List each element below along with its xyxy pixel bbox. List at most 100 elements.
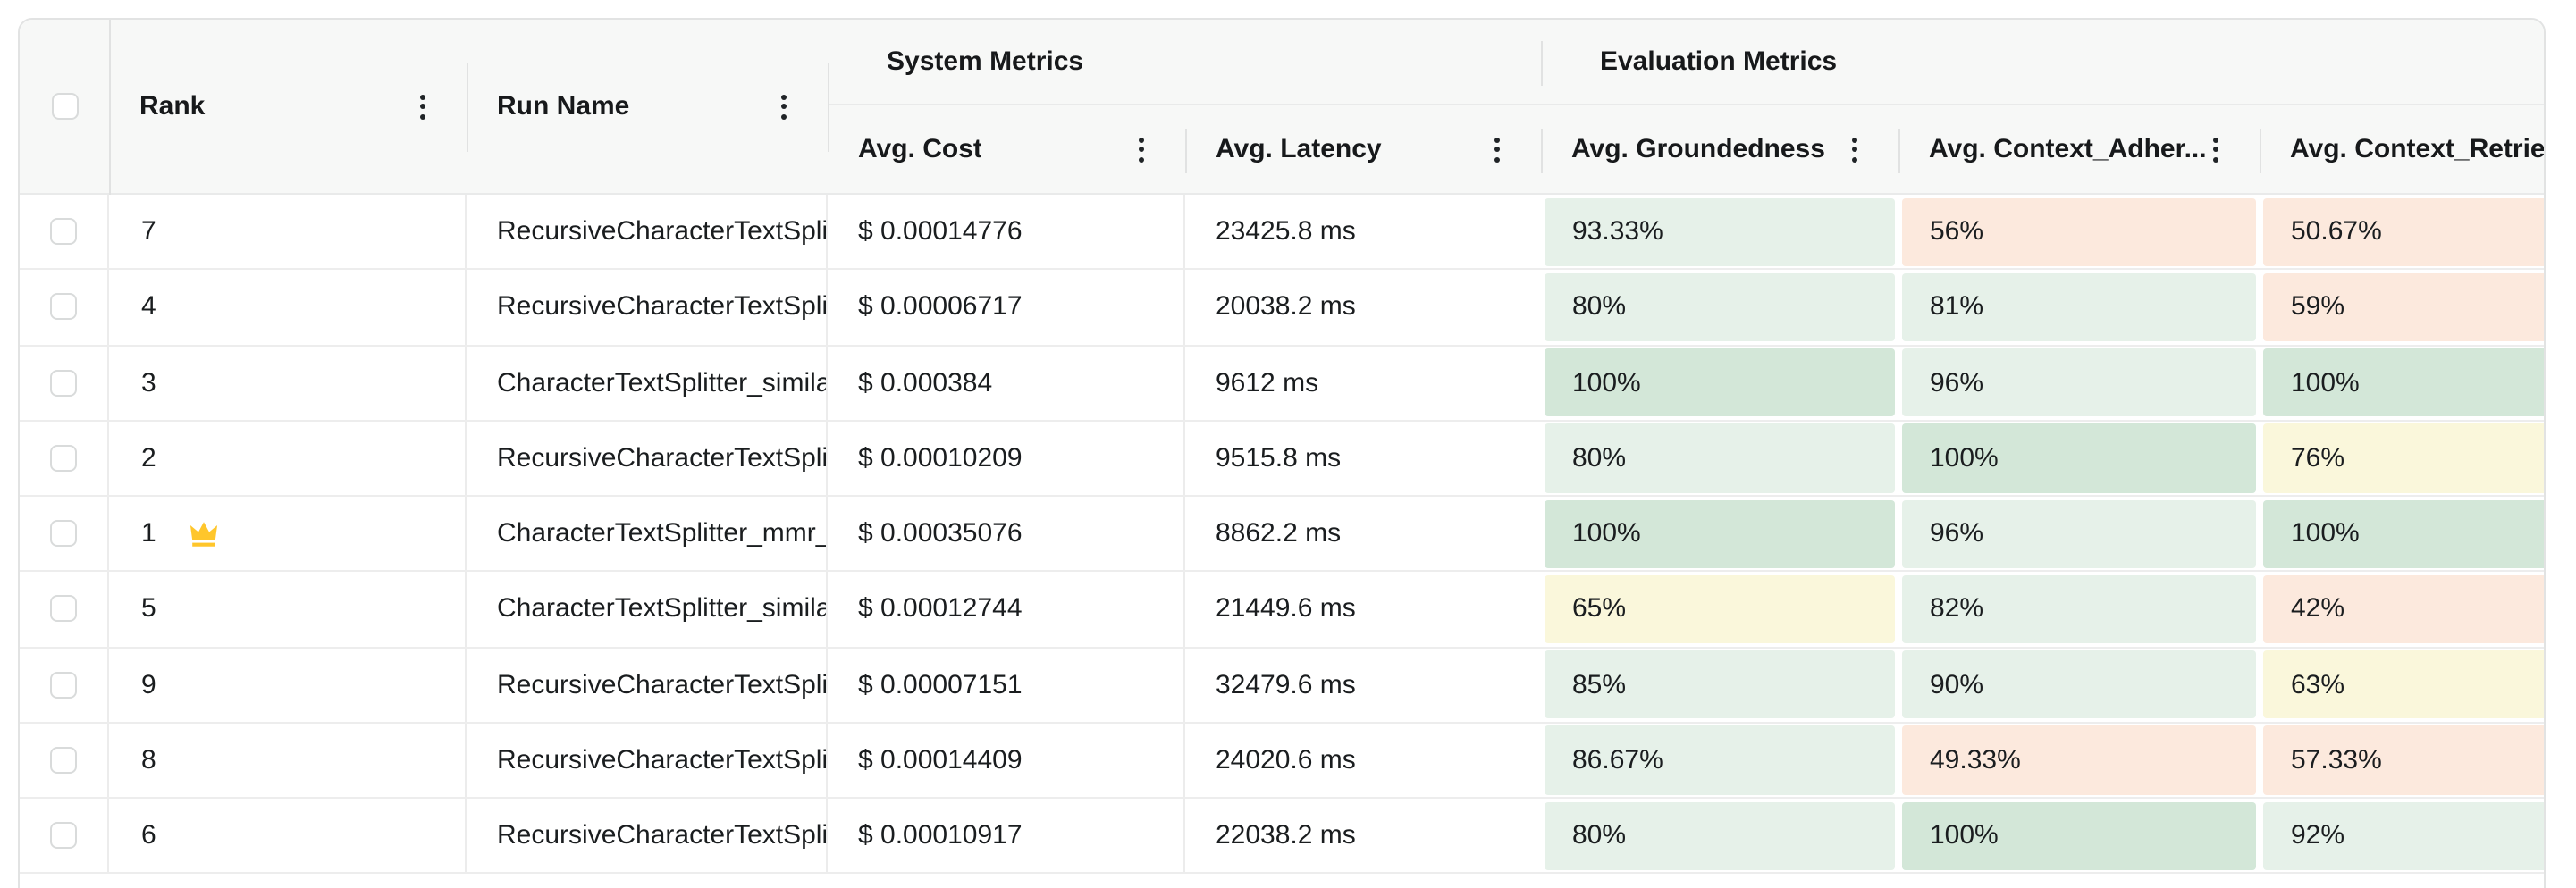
- header-separator: [109, 20, 111, 195]
- header-separator: [2260, 129, 2261, 173]
- table-row[interactable]: 8 RecursiveCharacterTextSplitter_si $ 0.…: [20, 723, 2544, 799]
- select-all-checkbox[interactable]: [51, 93, 78, 120]
- row-checkbox[interactable]: [50, 595, 77, 623]
- avg-cost-cell: $ 0.00007151: [828, 648, 1185, 722]
- context-adherence-value: 90%: [1902, 650, 2256, 719]
- table-row[interactable]: 6 RecursiveCharacterTextSplitter_si $ 0.…: [20, 799, 2544, 875]
- avg-context-adherence-column-menu-icon[interactable]: [2210, 133, 2222, 165]
- groundedness-cell: 80%: [1541, 422, 1898, 496]
- avg-latency-cell: 23425.8 ms: [1185, 195, 1541, 269]
- context-retrieval-value: 100%: [2263, 499, 2544, 568]
- run-name-value: CharacterTextSplitter_similarity_s: [497, 367, 826, 398]
- avg-groundedness-column-menu-icon[interactable]: [1848, 133, 1861, 165]
- run-name-value: RecursiveCharacterTextSplitter_m: [497, 291, 826, 323]
- row-checkbox[interactable]: [50, 444, 77, 472]
- avg-cost-value: $ 0.00010209: [858, 442, 1023, 473]
- metric-subheader-row: Avg. Cost Avg. Latency Avg. Groundedness…: [828, 105, 2544, 193]
- rank-value: 8: [141, 744, 156, 775]
- avg-groundedness-column-header: Avg. Groundedness: [1541, 105, 1898, 193]
- context-adherence-cell: 56%: [1898, 195, 2260, 269]
- run-name-cell: CharacterTextSplitter_similarity_m: [467, 572, 828, 646]
- avg-latency-cell: 21449.6 ms: [1185, 573, 1541, 647]
- table-body: 7 RecursiveCharacterTextSplitter_m $ 0.0…: [20, 195, 2544, 888]
- run-name-cell: RecursiveCharacterTextSplitter_si: [467, 799, 828, 873]
- avg-latency-value: 23425.8 ms: [1216, 216, 1356, 247]
- row-checkbox[interactable]: [50, 671, 77, 699]
- run-name-value: CharacterTextSplitter_mmr_map_: [497, 518, 826, 549]
- run-name-cell: RecursiveCharacterTextSplitter_si: [467, 723, 828, 797]
- row-checkbox[interactable]: [50, 293, 77, 321]
- table-row[interactable]: 1 CharacterTextSplitter_mmr_map_ $ 0.000…: [20, 497, 2544, 573]
- avg-latency-cell: 22038.2 ms: [1185, 799, 1541, 873]
- runs-leaderboard-table: Rank Run Name System Metrics Evaluation …: [18, 18, 2546, 888]
- partial-next-row: [20, 874, 2544, 888]
- rank-cell: 8: [109, 723, 467, 797]
- evaluation-metrics-label: Evaluation Metrics: [1600, 46, 1838, 77]
- avg-latency-value: 9515.8 ms: [1216, 442, 1342, 473]
- metric-group-row: System Metrics Evaluation Metrics: [828, 20, 2544, 105]
- table-row[interactable]: 2 RecursiveCharacterTextSplitter_m $ 0.0…: [20, 421, 2544, 497]
- avg-latency-cell: 32479.6 ms: [1185, 648, 1541, 722]
- avg-cost-column-menu-icon[interactable]: [1135, 133, 1148, 165]
- table-row[interactable]: 5 CharacterTextSplitter_similarity_m $ 0…: [20, 572, 2544, 648]
- context-adherence-cell: 49.33%: [1898, 724, 2260, 798]
- row-checkbox[interactable]: [50, 218, 77, 246]
- header-separator: [467, 63, 468, 152]
- context-retrieval-value: 50.67%: [2263, 197, 2544, 266]
- avg-latency-cell: 9515.8 ms: [1185, 422, 1541, 496]
- run-name-value: RecursiveCharacterTextSplitter_m: [497, 442, 826, 473]
- avg-latency-column-label: Avg. Latency: [1216, 134, 1382, 164]
- rank-column-menu-icon[interactable]: [417, 90, 429, 122]
- crown-icon: [190, 521, 218, 546]
- avg-cost-value: $ 0.00014409: [858, 744, 1023, 775]
- context-retrieval-cell: 63%: [2260, 648, 2544, 722]
- avg-cost-cell: $ 0.000384: [828, 346, 1185, 420]
- groundedness-value: 80%: [1545, 801, 1895, 870]
- groundedness-cell: 100%: [1541, 346, 1898, 420]
- avg-latency-value: 8862.2 ms: [1216, 518, 1342, 549]
- checkbox-cell: [20, 195, 109, 269]
- groundedness-value: 100%: [1545, 348, 1895, 417]
- header-separator: [1541, 41, 1543, 86]
- metrics-header-area: System Metrics Evaluation Metrics Avg. C…: [828, 20, 2544, 193]
- rank-cell: 7: [109, 195, 467, 269]
- run-name-cell: RecursiveCharacterTextSplitter_si: [467, 648, 828, 722]
- avg-latency-value: 22038.2 ms: [1216, 820, 1356, 851]
- avg-cost-column-header: Avg. Cost: [828, 105, 1185, 193]
- row-checkbox[interactable]: [50, 369, 77, 397]
- rank-value: 5: [141, 593, 156, 624]
- context-retrieval-cell: 76%: [2260, 422, 2544, 496]
- rank-value: 7: [141, 216, 156, 247]
- table-row[interactable]: 9 RecursiveCharacterTextSplitter_si $ 0.…: [20, 648, 2544, 724]
- avg-latency-cell: 24020.6 ms: [1185, 724, 1541, 798]
- checkbox-cell: [20, 270, 109, 344]
- rank-value: 3: [141, 367, 156, 398]
- rank-cell: 2: [109, 421, 467, 495]
- table-row[interactable]: 3 CharacterTextSplitter_similarity_s $ 0…: [20, 346, 2544, 422]
- row-checkbox[interactable]: [50, 822, 77, 850]
- rank-value: 4: [141, 291, 156, 323]
- run-name-value: RecursiveCharacterTextSplitter_m: [497, 216, 826, 247]
- avg-latency-value: 32479.6 ms: [1216, 669, 1356, 700]
- avg-latency-column-menu-icon[interactable]: [1491, 133, 1503, 165]
- checkbox-cell: [20, 648, 109, 722]
- row-checkbox[interactable]: [50, 520, 77, 548]
- header-separator: [1185, 129, 1187, 173]
- context-retrieval-cell: 42%: [2260, 573, 2544, 647]
- context-retrieval-cell: 50.67%: [2260, 195, 2544, 269]
- system-metrics-group-header: System Metrics: [828, 20, 1541, 104]
- row-checkbox[interactable]: [50, 746, 77, 774]
- table-row[interactable]: 4 RecursiveCharacterTextSplitter_m $ 0.0…: [20, 270, 2544, 346]
- table-row[interactable]: 7 RecursiveCharacterTextSplitter_m $ 0.0…: [20, 195, 2544, 271]
- avg-latency-value: 9612 ms: [1216, 367, 1319, 398]
- rank-column-label: Rank: [139, 91, 206, 121]
- rank-cell: 3: [109, 346, 467, 420]
- context-retrieval-cell: 100%: [2260, 497, 2544, 571]
- system-metrics-label: System Metrics: [887, 46, 1084, 77]
- run-name-column-menu-icon[interactable]: [778, 90, 790, 122]
- context-adherence-cell: 82%: [1898, 573, 2260, 647]
- context-adherence-cell: 100%: [1898, 422, 2260, 496]
- run-name-cell: RecursiveCharacterTextSplitter_m: [467, 195, 828, 269]
- checkbox-cell: [20, 346, 109, 420]
- context-adherence-cell: 96%: [1898, 497, 2260, 571]
